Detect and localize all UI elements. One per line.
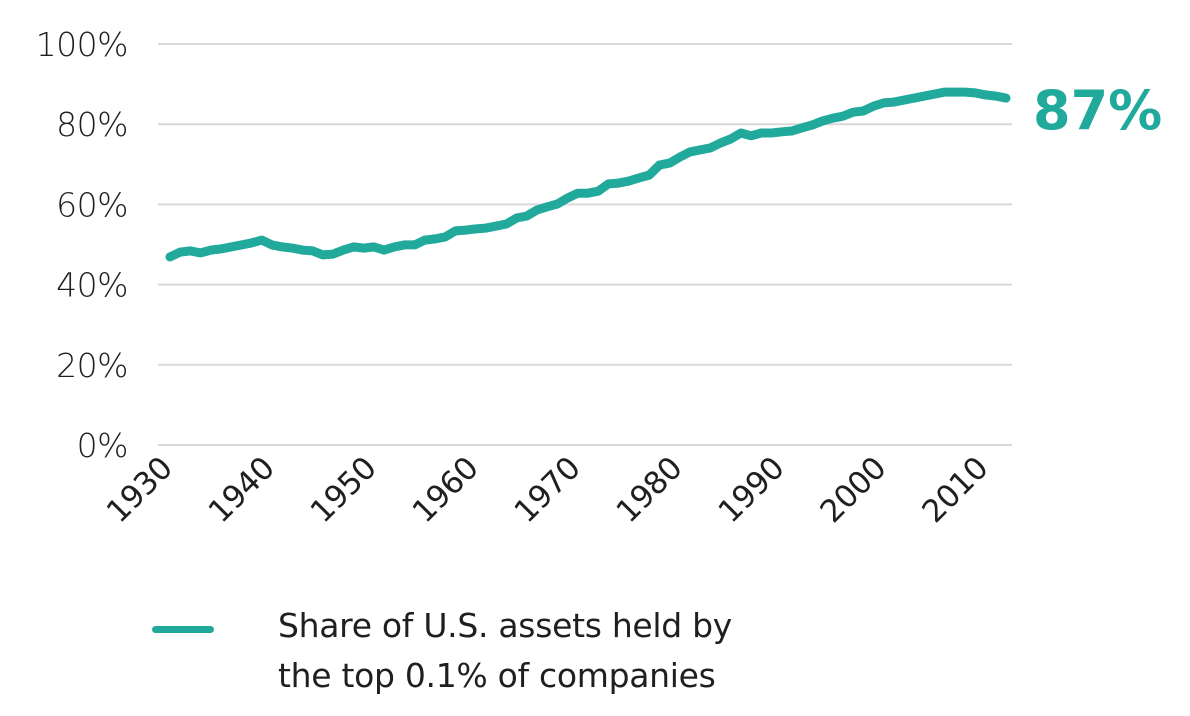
legend-label-line-2: the top 0.1% of companies	[278, 656, 716, 695]
line-chart: 0%20%40%60%80%100% 1930 1940 1950 1960 1970 1…	[36, 25, 1163, 530]
x-tick-label: 2000	[813, 450, 893, 530]
x-tick-label: 1950	[304, 450, 384, 530]
y-axis-tick-labels: 0% 20% 40% 60% 80% 100%	[36, 25, 129, 465]
series-layer	[165, 87, 1011, 262]
y-tick-label: 100%	[36, 25, 128, 64]
y-tick-label: 20%	[56, 346, 128, 385]
x-tick-label: 1960	[406, 450, 486, 530]
gridlines	[158, 43, 1012, 446]
x-tick-label: 1980	[610, 450, 690, 530]
y-tick-label: 0%	[77, 426, 128, 465]
end-value-label: 87%	[1033, 79, 1162, 142]
x-tick-label: 1970	[508, 450, 588, 530]
y-tick-label: 80%	[56, 105, 128, 144]
x-tick-label: 1940	[202, 450, 282, 530]
y-tick-label: 40%	[56, 266, 128, 305]
x-tick-label: 2010	[915, 450, 995, 530]
legend-label: Share of U.S. assets held by the top 0.1…	[278, 601, 732, 701]
legend-label-line-1: Share of U.S. assets held by	[278, 606, 733, 645]
legend-swatch-line	[152, 626, 214, 633]
y-tick-label: 60%	[56, 185, 128, 224]
series-line	[165, 87, 1011, 262]
x-tick-label: 1990	[712, 450, 792, 530]
x-axis-tick-labels: 1930 1940 1950 1960 1970 1980 1990 2000 2010	[100, 450, 995, 530]
legend: Share of U.S. assets held by the top 0.1…	[152, 606, 732, 701]
